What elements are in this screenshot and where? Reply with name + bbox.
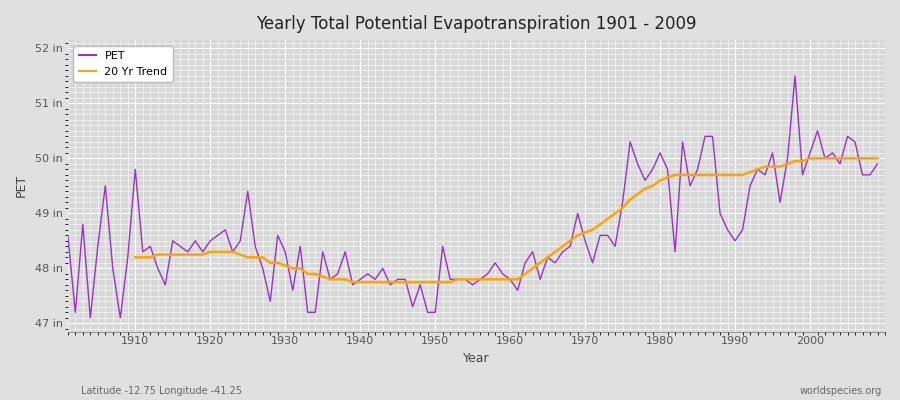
X-axis label: Year: Year <box>464 352 490 365</box>
Legend: PET, 20 Yr Trend: PET, 20 Yr Trend <box>74 46 173 82</box>
Title: Yearly Total Potential Evapotranspiration 1901 - 2009: Yearly Total Potential Evapotranspiratio… <box>256 15 697 33</box>
Y-axis label: PET: PET <box>15 174 28 198</box>
Text: worldspecies.org: worldspecies.org <box>800 386 882 396</box>
Text: Latitude -12.75 Longitude -41.25: Latitude -12.75 Longitude -41.25 <box>81 386 242 396</box>
